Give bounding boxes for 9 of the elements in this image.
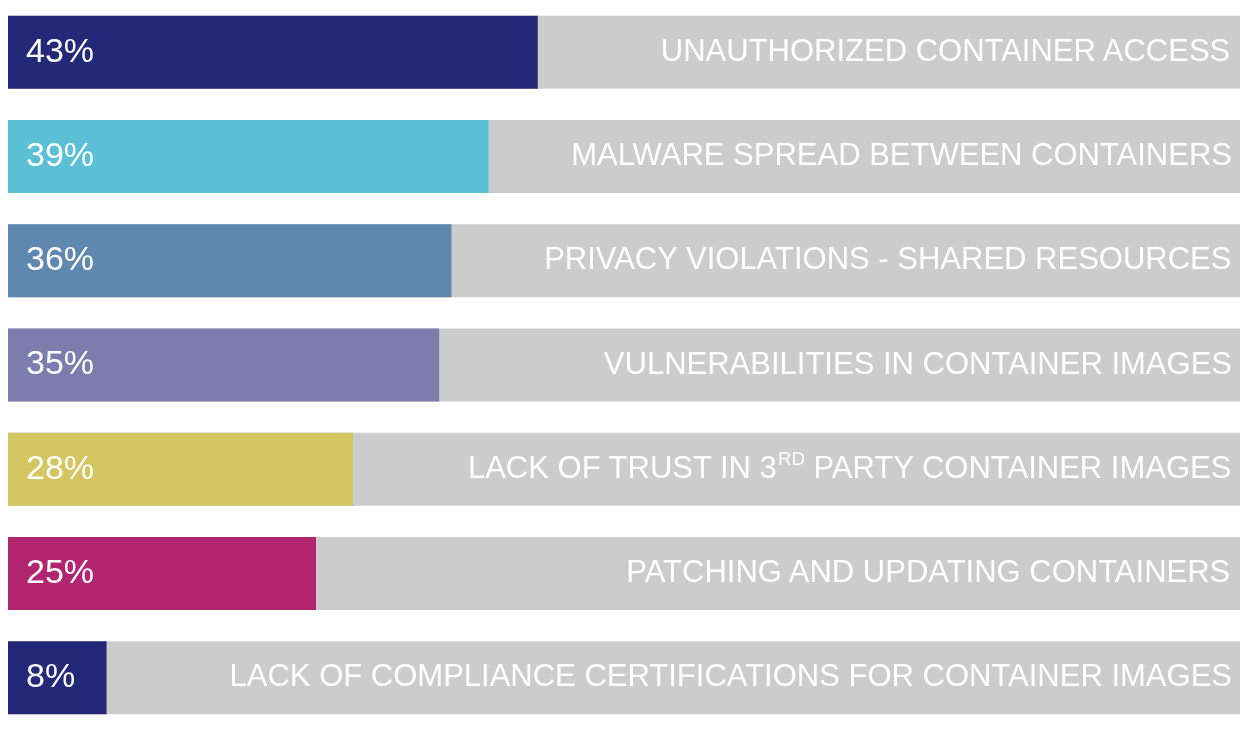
data-label: 36% xyxy=(26,239,95,278)
data-label: 35% xyxy=(26,343,95,382)
bar xyxy=(8,432,353,506)
data-label: 8% xyxy=(26,656,76,695)
data-label: 28% xyxy=(26,447,95,486)
bar xyxy=(8,641,107,715)
data-label: 25% xyxy=(26,551,95,590)
data-label: 43% xyxy=(26,30,95,69)
data-label: 39% xyxy=(26,134,95,173)
